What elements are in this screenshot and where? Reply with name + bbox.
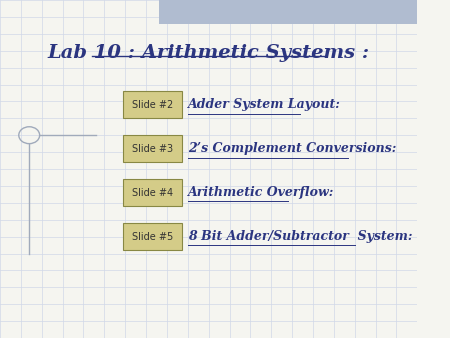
FancyBboxPatch shape (123, 91, 181, 118)
Text: 2’s Complement Conversions:: 2’s Complement Conversions: (188, 142, 396, 155)
Text: Lab 10 : Arithmetic Systems :: Lab 10 : Arithmetic Systems : (48, 44, 370, 62)
Text: Arithmetic Overflow:: Arithmetic Overflow: (188, 186, 334, 199)
FancyBboxPatch shape (123, 179, 181, 206)
Text: Adder System Layout:: Adder System Layout: (188, 98, 341, 111)
Text: Slide #3: Slide #3 (132, 144, 173, 154)
Text: Slide #5: Slide #5 (132, 232, 173, 242)
FancyBboxPatch shape (123, 135, 181, 162)
FancyBboxPatch shape (123, 223, 181, 250)
Text: 8 Bit Adder/Subtractor  System:: 8 Bit Adder/Subtractor System: (188, 230, 412, 243)
Text: Slide #4: Slide #4 (132, 188, 173, 198)
Text: Slide #2: Slide #2 (132, 100, 173, 110)
FancyBboxPatch shape (158, 0, 417, 24)
